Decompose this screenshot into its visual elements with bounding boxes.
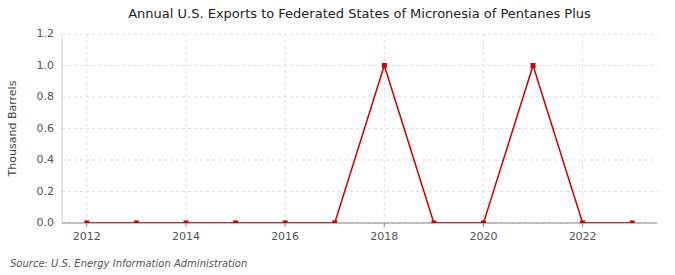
x-tick-label: 2012 (73, 230, 101, 243)
marker (183, 221, 188, 224)
x-tick-label: 2016 (271, 230, 299, 243)
y-axis-label: Thousand Barrels (6, 80, 19, 177)
x-grid-line (86, 34, 87, 223)
x-tick-label: 2022 (569, 230, 597, 243)
y-tick-label: 1.2 (37, 27, 55, 40)
x-tick (185, 223, 186, 227)
y-tick-label: 1.0 (37, 59, 55, 72)
chart: 0.0 0.2 0.4 0.6 0.8 1.0 1.2 2012 2014 2016 2018 202… (0, 0, 675, 275)
x-grid-line (285, 34, 286, 223)
x-grid-line (185, 34, 186, 223)
marker (481, 221, 486, 224)
marker (233, 221, 238, 224)
y-tick-label: 0.2 (37, 185, 55, 198)
marker (283, 221, 288, 224)
source-note: Source: U.S. Energy Information Administ… (10, 258, 247, 269)
marker (382, 63, 387, 68)
x-tick (582, 223, 583, 227)
x-tick-label: 2018 (370, 230, 398, 243)
marker (134, 221, 139, 224)
y-grid-line (62, 97, 657, 98)
x-grid-line (384, 34, 385, 223)
marker (580, 221, 585, 224)
marker (431, 221, 436, 224)
marker (531, 63, 536, 68)
x-grid-line (582, 34, 583, 223)
axes: 0.0 0.2 0.4 0.6 0.8 1.0 1.2 2012 2014 2016 2018 202… (37, 27, 658, 243)
marker (630, 221, 635, 224)
x-tick (384, 223, 385, 227)
y-grid-line (62, 34, 657, 35)
x-tick (86, 223, 87, 227)
y-tick-label: 0.8 (37, 90, 55, 103)
title: Annual U.S. Exports to Federated States … (128, 6, 591, 21)
y-grid-line (62, 160, 657, 161)
x-grid-line (483, 34, 484, 223)
y-grid-line (62, 65, 657, 66)
series (84, 63, 634, 223)
y-axis-line (62, 34, 63, 223)
y-tick-label: 0.4 (37, 153, 55, 166)
x-tick-label: 2014 (172, 230, 200, 243)
y-grid-line (62, 128, 657, 129)
y-grid-line (62, 191, 657, 192)
marker (84, 221, 89, 224)
y-tick-label: 0.0 (37, 216, 55, 229)
x-tick-label: 2020 (469, 230, 497, 243)
marker (332, 221, 337, 224)
x-tick (285, 223, 286, 227)
grid (62, 34, 657, 223)
line (87, 66, 632, 224)
y-tick-label: 0.6 (37, 122, 55, 135)
x-tick (483, 223, 484, 227)
